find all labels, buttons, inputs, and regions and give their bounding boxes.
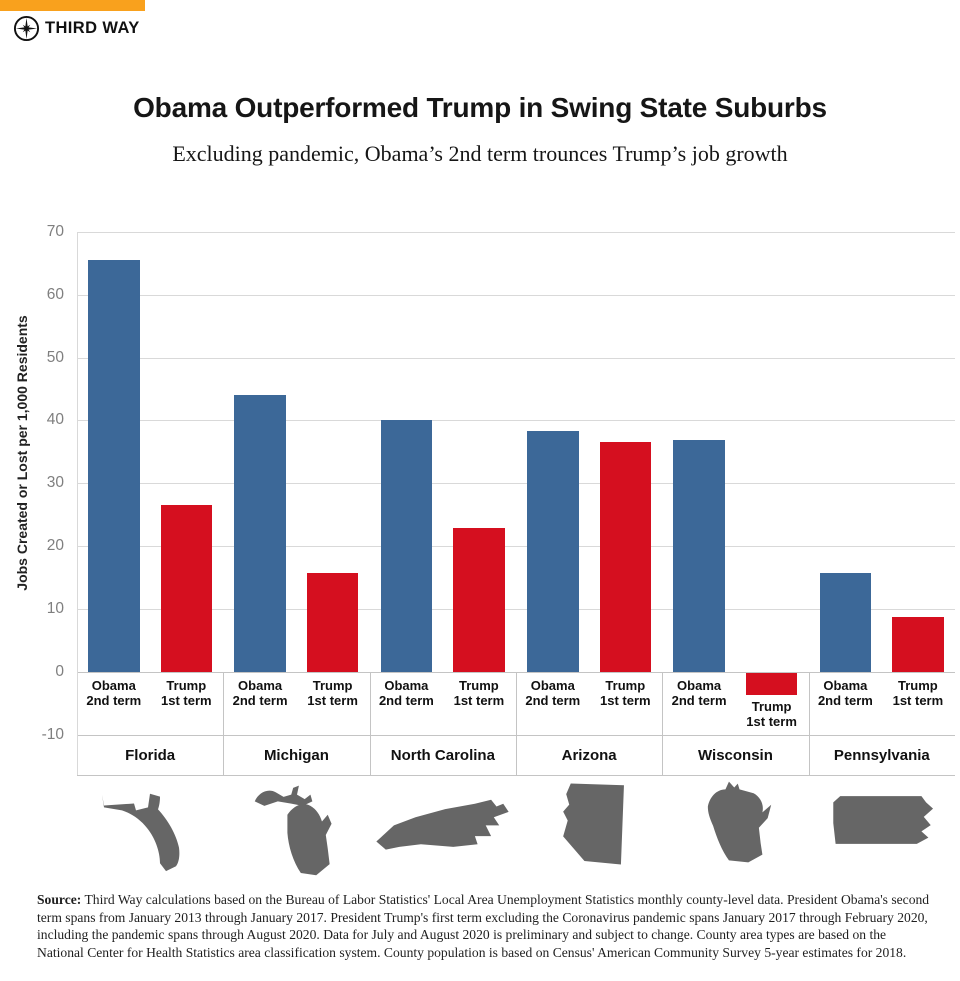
accent-bar	[0, 0, 145, 11]
bar-label-line: 2nd term	[86, 693, 142, 709]
bar-wisconsin-trump	[745, 672, 798, 695]
group-divider	[223, 671, 225, 775]
bar-pennsylvania-obama	[819, 573, 872, 672]
y-tick-label: 60	[46, 285, 64, 303]
bar-north-carolina-trump	[453, 527, 505, 672]
state-name: Florida	[125, 746, 176, 764]
group-divider	[808, 671, 810, 775]
bar-label: Trump 1st term	[434, 678, 524, 709]
bar-label-line: 2nd term	[817, 693, 873, 709]
pennsylvania-state-icon	[833, 796, 933, 844]
bar-label-line: 1st term	[307, 693, 358, 709]
bar-label-line: 2nd term	[671, 693, 727, 709]
bar-arizona-trump	[599, 441, 651, 672]
bar-label-line: 1st term	[892, 693, 944, 709]
bar-label-line: Obama	[530, 677, 575, 693]
bar-label: Trump 1st term	[141, 678, 231, 709]
bar-label-line: Trump	[459, 677, 499, 693]
y-tick-label: 10	[46, 599, 64, 617]
bar-label: Obama 2nd term	[508, 678, 598, 709]
bar-label: Trump 1st term	[727, 699, 817, 730]
bar-michigan-obama	[234, 394, 286, 672]
gridline	[77, 420, 955, 422]
bar-label: Trump 1st term	[288, 678, 378, 709]
page-title: Obama Outperformed Trump in Swing State …	[133, 92, 827, 123]
y-tick-label: 40	[46, 411, 64, 429]
bar-label-line: Obama	[91, 677, 136, 693]
y-tick-label: 70	[46, 222, 64, 240]
state-name: Michigan	[263, 746, 329, 764]
source-label: Source:	[37, 892, 82, 907]
north-carolina-state-icon	[376, 799, 509, 850]
gridline	[77, 483, 955, 485]
compass-icon	[13, 15, 40, 42]
y-tick-label: 20	[46, 537, 64, 555]
bar-arizona-obama	[527, 431, 579, 672]
page-subtitle: Excluding pandemic, Obama’s 2nd term tro…	[172, 141, 788, 166]
bar-label-line: Obama	[823, 677, 868, 693]
gridline	[77, 357, 955, 359]
state-name: Arizona	[561, 746, 617, 764]
bar-label-line: Obama	[677, 677, 722, 693]
bar-label-line: 2nd term	[232, 693, 288, 709]
gridline	[77, 608, 955, 610]
bar-wisconsin-obama	[673, 439, 725, 672]
florida-state-icon	[102, 793, 180, 872]
state-name: North Carolina	[390, 746, 495, 764]
y-tick-label: 50	[46, 348, 64, 366]
bar-label-line: Trump	[312, 677, 353, 693]
gridline	[77, 294, 955, 296]
group-divider	[516, 671, 517, 775]
brand-name: THIRD WAY	[45, 19, 140, 37]
y-tick-label: -10	[41, 725, 64, 743]
bar-label-line: Obama	[384, 677, 429, 693]
y-axis-line	[77, 231, 78, 775]
bar-label-line: 1st term	[161, 693, 212, 709]
source-note: Source: Third Way calculations based on …	[37, 891, 934, 962]
bar-label: Obama 2nd term	[215, 678, 305, 709]
bar-michigan-trump	[306, 572, 359, 672]
gridline	[77, 231, 955, 233]
bar-label: Trump 1st term	[873, 678, 960, 709]
y-tick-label: 0	[55, 662, 64, 680]
group-divider	[369, 671, 371, 775]
wisconsin-state-icon	[707, 781, 771, 863]
bar-label-line: 1st term	[746, 714, 797, 730]
bar-label: Obama 2nd term	[654, 678, 744, 709]
bar-label-line: 2nd term	[378, 693, 434, 709]
bar-label: Obama 2nd term	[361, 678, 451, 709]
bar-pennsylvania-trump	[892, 617, 944, 672]
bar-label: Obama 2nd term	[800, 678, 890, 709]
bar-label-line: 1st term	[600, 693, 651, 709]
bar-north-carolina-obama	[380, 420, 433, 672]
bar-florida-trump	[160, 505, 212, 672]
source-text: Third Way calculations based on the Bure…	[37, 892, 930, 961]
bar-label-line: 1st term	[453, 693, 505, 709]
bar-label-line: Obama	[238, 677, 283, 693]
group-divider	[662, 671, 664, 775]
bar-label-line: Trump	[898, 677, 938, 693]
bar-florida-obama	[88, 260, 140, 672]
state-name: Wisconsin	[698, 746, 773, 764]
bar-label-line: 2nd term	[525, 693, 581, 709]
bar-label: Trump 1st term	[580, 678, 670, 709]
michigan-state-icon	[254, 785, 332, 876]
gridline	[77, 546, 955, 548]
bar-label: Obama 2nd term	[69, 678, 159, 709]
y-tick-label: 30	[46, 474, 64, 492]
bar-label-line: Trump	[605, 677, 646, 693]
state-name: Pennsylvania	[833, 746, 930, 764]
bar-label-line: Trump	[166, 677, 207, 693]
arizona-state-icon	[563, 783, 625, 865]
bar-label-line: Trump	[751, 698, 792, 714]
state-row-bottom-line	[77, 775, 955, 776]
